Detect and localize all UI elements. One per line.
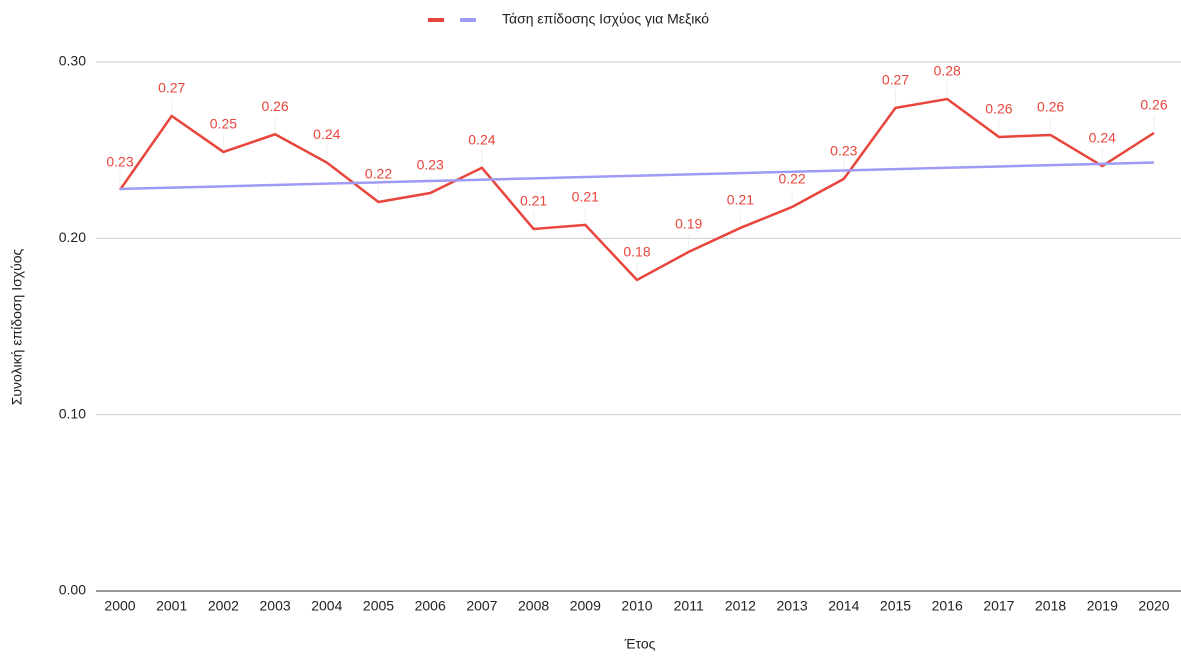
x-tick-label: 2000 [104, 598, 135, 614]
data-label: 0.26 [261, 98, 288, 114]
x-tick-label: 2002 [208, 598, 239, 614]
x-tick-label: 2007 [466, 598, 497, 614]
data-label: 0.27 [882, 72, 909, 88]
data-label: 0.21 [520, 193, 547, 209]
x-tick-label: 2013 [777, 598, 808, 614]
data-label: 0.23 [106, 154, 133, 170]
x-tick-label: 2005 [363, 598, 394, 614]
data-label: 0.28 [934, 63, 961, 79]
x-tick-label: 2008 [518, 598, 549, 614]
x-tick-label: 2010 [621, 598, 652, 614]
y-tick-label: 0.10 [59, 405, 86, 421]
y-tick-label: 0.00 [59, 582, 86, 598]
y-tick-label: 0.20 [59, 229, 86, 245]
x-tick-label: 2011 [674, 598, 704, 614]
data-label: 0.22 [778, 171, 805, 187]
y-tick-label: 0.30 [59, 53, 86, 69]
data-label: 0.24 [1089, 130, 1116, 146]
data-label: 0.25 [210, 116, 237, 132]
series-line [118, 97, 1155, 282]
x-tick-label: 2015 [880, 598, 911, 614]
data-label: 0.26 [1037, 99, 1064, 115]
legend-label: Τάση επίδοσης Ισχύος για Μεξικό [502, 11, 709, 27]
data-label: 0.27 [158, 80, 185, 96]
x-tick-label: 2019 [1087, 598, 1118, 614]
y-axis-label: Συνολική επίδοση Ισχύος [9, 248, 25, 405]
x-tick-label: 2009 [570, 598, 601, 614]
data-label: 0.21 [572, 189, 599, 205]
data-label: 0.18 [623, 244, 650, 260]
data-label: 0.26 [1140, 97, 1167, 113]
x-tick-label: 2018 [1035, 598, 1066, 614]
x-tick-label: 2004 [311, 598, 342, 614]
x-axis-label: Έτος [624, 636, 656, 652]
data-label: 0.24 [313, 126, 340, 142]
data-label: 0.23 [417, 157, 444, 173]
x-tick-label: 2012 [725, 598, 756, 614]
data-label: 0.23 [830, 143, 857, 159]
x-tick-label: 2017 [983, 598, 1014, 614]
series-line [119, 161, 1155, 191]
x-tick-label: 2003 [260, 598, 291, 614]
x-tick-label: 2006 [415, 598, 446, 614]
data-label: 0.19 [675, 216, 702, 232]
x-tick-label: 2014 [828, 598, 859, 614]
data-label: 0.24 [468, 132, 495, 148]
data-label: 0.26 [985, 101, 1012, 117]
x-tick-label: 2016 [932, 598, 963, 614]
x-tick-label: 2001 [156, 598, 187, 614]
data-label: 0.22 [365, 166, 392, 182]
x-tick-label: 2020 [1138, 598, 1169, 614]
data-label: 0.21 [727, 192, 754, 208]
